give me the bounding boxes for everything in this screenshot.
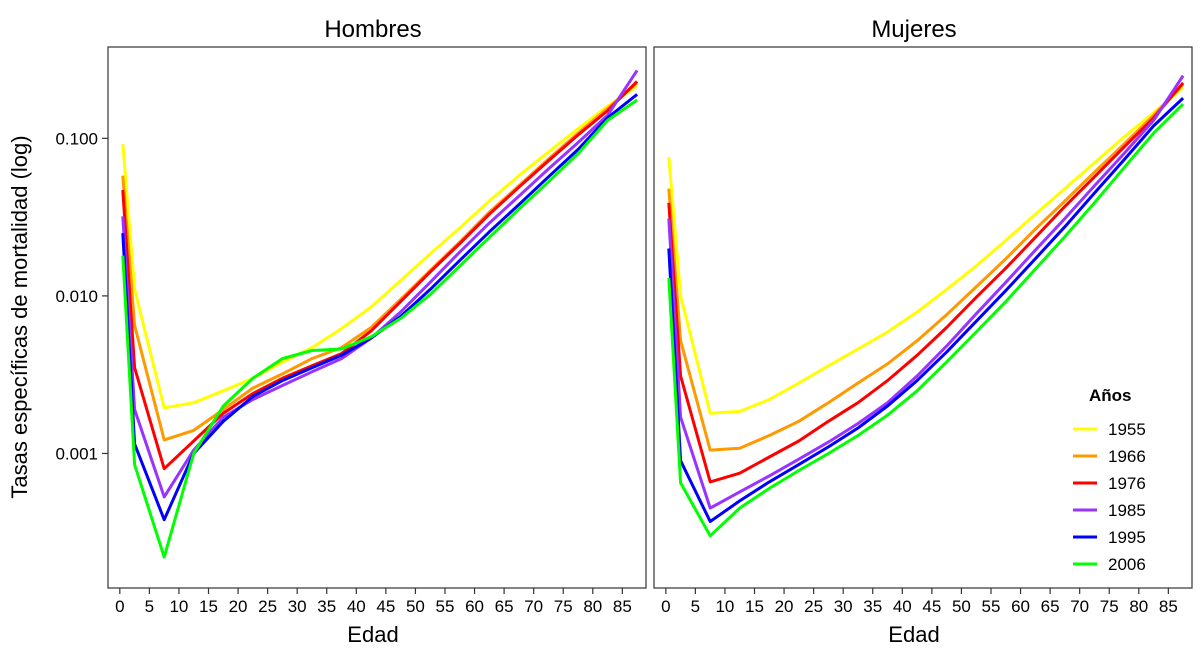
x-tick-label: 40 [347,597,366,616]
legend-label-1985: 1985 [1108,501,1146,520]
x-axis-title-hombres: Edad [347,622,398,647]
x-tick-label: 0 [661,597,670,616]
series-lines-hombres [121,69,639,559]
series-line-mujeres-1955 [667,86,1185,415]
series-line-mujeres-1995 [667,97,1185,523]
series-line-mujeres-1976 [667,81,1185,484]
series-line-mujeres-2006 [667,103,1185,538]
x-axis-title-mujeres: Edad [888,622,939,647]
x-tick-label: 20 [229,597,248,616]
y-tick-label: 0.100 [55,129,98,148]
x-tick-label: 10 [169,597,188,616]
x-tick-label: 65 [1041,597,1060,616]
x-tick-label: 5 [691,597,700,616]
x-tick-label: 85 [613,597,632,616]
x-tick-label: 70 [1070,597,1089,616]
x-tick-label: 85 [1159,597,1178,616]
x-axis-ticks-hombres: 0 5 10 15 20 25 30 35 40 45 50 55 60 65 70 75 80 85 [115,588,632,616]
panel-mujeres: Mujeres 0 5 10 15 20 25 30 35 40 45 50 55 60 65 70 75 80… [653,16,1193,647]
x-tick-label: 20 [775,597,794,616]
series-line-hombres-1976 [121,80,639,471]
panel-title-hombres: Hombres [324,16,421,43]
series-line-mujeres-1966 [667,83,1185,452]
legend-label-1955: 1955 [1108,420,1146,439]
x-tick-label: 75 [1100,597,1119,616]
legend-label-2006: 2006 [1108,555,1146,574]
x-tick-label: 80 [1129,597,1148,616]
y-tick-label: 0.001 [55,444,98,463]
legend-title: Años [1089,386,1132,405]
series-lines-mujeres [667,74,1185,538]
panel-title-mujeres: Mujeres [871,16,956,43]
x-tick-label: 25 [804,597,823,616]
y-tick-label: 0.010 [55,287,98,306]
x-tick-label: 15 [745,597,764,616]
series-line-hombres-2006 [121,98,638,559]
x-tick-label: 30 [288,597,307,616]
x-tick-label: 45 [376,597,395,616]
y-axis-title: Tasas específicas de mortalidad (log) [7,135,32,498]
x-tick-label: 30 [834,597,853,616]
x-axis-ticks-mujeres: 0 5 10 15 20 25 30 35 40 45 50 55 60 65 70 75 80 85 [661,588,1178,616]
legend-label-1995: 1995 [1108,528,1146,547]
x-tick-label: 70 [524,597,543,616]
series-line-hombres-1955 [121,84,638,410]
x-tick-label: 5 [145,597,154,616]
series-line-mujeres-1985 [667,74,1185,510]
x-tick-label: 35 [863,597,882,616]
x-tick-label: 50 [952,597,971,616]
x-tick-label: 65 [495,597,514,616]
x-tick-label: 45 [922,597,941,616]
x-tick-label: 40 [893,597,912,616]
x-tick-label: 50 [406,597,425,616]
panel-hombres: Hombres 0.001 0.010 0.100 0 5 10 15 20 25 30 35 40… [55,16,647,647]
x-tick-label: 60 [1011,597,1030,616]
legend-label-1966: 1966 [1108,447,1146,466]
x-tick-label: 80 [583,597,602,616]
x-tick-label: 25 [258,597,277,616]
x-tick-label: 55 [982,597,1001,616]
x-tick-label: 60 [465,597,484,616]
x-tick-label: 55 [436,597,455,616]
x-tick-label: 10 [715,597,734,616]
x-tick-label: 35 [317,597,336,616]
x-tick-label: 15 [199,597,218,616]
y-axis-ticks-hombres: 0.001 0.010 0.100 [55,129,108,463]
legend: Años 1955 1966 1976 1985 1995 2006 [1073,386,1146,574]
plot-frame-hombres [107,46,647,589]
x-tick-label: 75 [554,597,573,616]
x-tick-label: 0 [115,597,124,616]
legend-label-1976: 1976 [1108,474,1146,493]
